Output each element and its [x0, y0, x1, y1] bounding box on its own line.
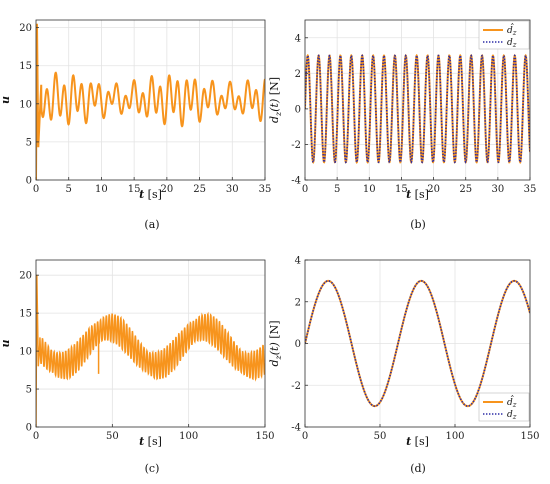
legend: d̂zdz [478, 20, 530, 50]
y-tick-label: 20 [19, 23, 32, 34]
x-tick-label: 100 [445, 431, 464, 442]
x-tick-label: 0 [302, 431, 308, 442]
x-axis-label: t [s] [139, 435, 162, 448]
x-tick-label: 20 [427, 184, 440, 195]
legend-box [478, 20, 530, 50]
x-tick-label: 10 [363, 184, 376, 195]
y-tick-label: 0 [26, 423, 32, 434]
y-tick-label: 0 [295, 104, 301, 115]
y-tick-label: 2 [295, 69, 301, 80]
plot-frame [35, 19, 266, 181]
y-tick-label: 15 [19, 61, 32, 72]
panel-caption: (b) [410, 218, 426, 231]
series-line-u [36, 274, 265, 427]
x-tick-label: 35 [259, 184, 272, 195]
y-axis-label: u [0, 340, 12, 348]
series-line-u [36, 23, 265, 180]
y-axis-label: dz(t) [N] [268, 321, 283, 367]
x-tick-label: 150 [520, 431, 539, 442]
chart-c: 0 50 100 150 0 5 10 15 20 t [s] u (c) [0, 259, 275, 475]
x-tick-label: 35 [524, 184, 537, 195]
x-axis-label: t [s] [406, 435, 429, 448]
y-tick-label: 15 [19, 309, 32, 320]
legend-box [478, 392, 530, 422]
legend-label: d̂z [507, 395, 517, 409]
x-tick-label: 25 [459, 184, 472, 195]
plot-frame [35, 259, 266, 428]
x-tick-label: 0 [33, 184, 39, 195]
y-tick-label: 0 [26, 176, 32, 187]
plot-frame [304, 19, 531, 181]
chart-d: 0 50 100 150 -4 -2 0 2 4 t [s] dz(t) [N] d̂zdz (d) [268, 256, 540, 476]
x-tick-label: 15 [128, 184, 141, 195]
legend-label: dz [507, 38, 517, 49]
y-tick-label: -2 [291, 381, 301, 392]
y-tick-label: 0 [295, 339, 301, 350]
x-tick-label: 25 [193, 184, 206, 195]
panel-caption: (c) [145, 462, 160, 475]
x-tick-label: 50 [374, 431, 387, 442]
y-axis-label: dz(t) [N] [268, 77, 283, 123]
y-tick-label: -4 [291, 423, 301, 434]
y-tick-label: 4 [295, 256, 301, 267]
chart-b: 0 5 10 15 20 25 30 35 -4 -2 0 2 4 t [s] dz(t) [N] d̂zdz… [268, 19, 537, 231]
y-tick-label: 5 [26, 137, 32, 148]
y-tick-label: -4 [291, 176, 301, 187]
x-tick-label: 100 [179, 431, 198, 442]
series-line-dz-1 [305, 280, 530, 407]
x-axis-label: t [s] [139, 188, 162, 201]
y-tick-label: 5 [26, 385, 32, 396]
legend: d̂zdz [478, 392, 530, 422]
legend-label: d̂z [507, 23, 517, 37]
y-tick-label: 10 [19, 99, 32, 110]
y-axis-label: u [0, 96, 12, 104]
x-tick-label: 10 [95, 184, 108, 195]
y-tick-label: 10 [19, 347, 32, 358]
panel-caption: (a) [144, 218, 159, 231]
y-tick-label: 20 [19, 271, 32, 282]
y-tick-label: 4 [295, 33, 301, 44]
panel-caption: (d) [410, 462, 426, 475]
x-tick-label: 30 [491, 184, 504, 195]
x-tick-label: 15 [395, 184, 408, 195]
legend-label: dz [507, 410, 517, 421]
x-tick-label: 0 [302, 184, 308, 195]
y-tick-label: 2 [295, 297, 301, 308]
x-axis-label: t [s] [406, 188, 429, 201]
x-tick-label: 20 [160, 184, 173, 195]
x-tick-label: 30 [226, 184, 239, 195]
x-tick-label: 0 [33, 431, 39, 442]
x-tick-label: 5 [66, 184, 72, 195]
x-tick-label: 150 [255, 431, 274, 442]
x-tick-label: 50 [106, 431, 119, 442]
series-line-dz-1 [305, 54, 530, 164]
y-tick-label: -2 [291, 140, 301, 151]
x-tick-label: 5 [334, 184, 340, 195]
